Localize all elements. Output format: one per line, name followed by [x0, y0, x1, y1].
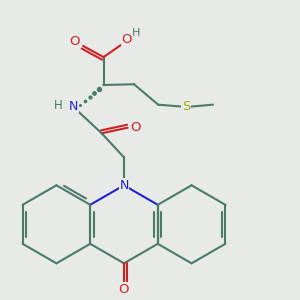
Text: H: H [53, 99, 62, 112]
Text: O: O [119, 283, 129, 296]
Text: H: H [132, 28, 140, 38]
Text: O: O [130, 121, 141, 134]
Text: N: N [69, 100, 79, 113]
Text: S: S [182, 100, 190, 113]
Text: N: N [119, 179, 129, 192]
Text: O: O [122, 33, 132, 46]
Text: O: O [69, 35, 80, 48]
